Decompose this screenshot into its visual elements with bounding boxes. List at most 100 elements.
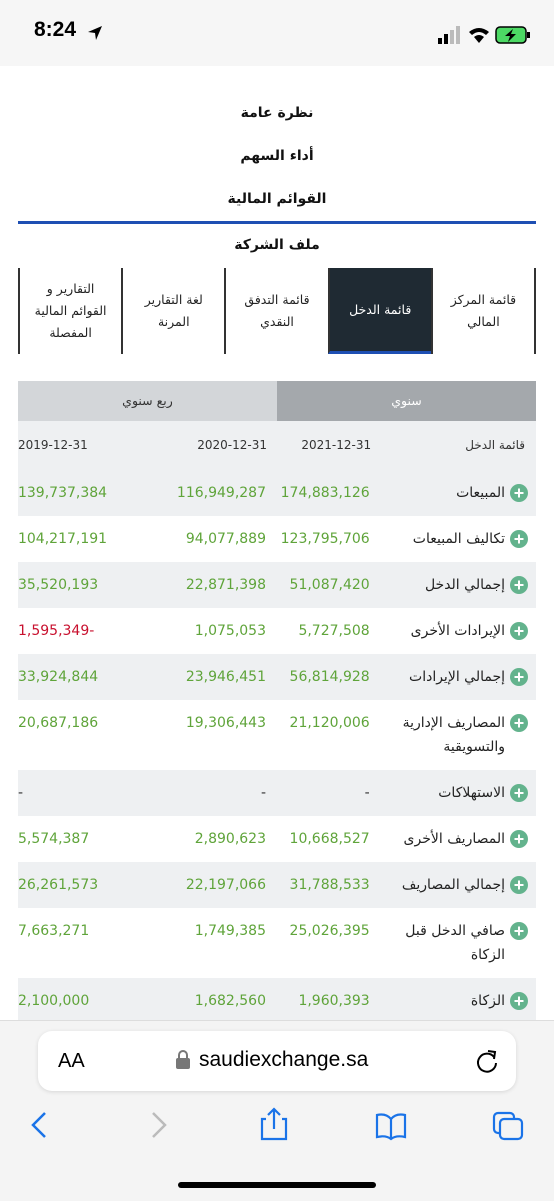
- value-cell: 5,727,508: [298, 623, 370, 639]
- value-cell: 22,197,066: [185, 877, 266, 893]
- value-cell: 23,946,451: [185, 669, 266, 685]
- tabs-button[interactable]: [492, 1111, 524, 1141]
- row-label: الاستهلاكات: [438, 785, 505, 801]
- row-label: إجمالي الدخل: [424, 577, 505, 593]
- column-date: 2019-12-31: [18, 438, 88, 452]
- nav-item[interactable]: أداء السهم: [240, 148, 314, 164]
- row-label: المصاريف الإدارية والتسويقية: [402, 715, 505, 755]
- value-cell: 21,120,006: [289, 715, 370, 731]
- expand-button[interactable]: [510, 622, 528, 640]
- value-cell: 26,261,573: [17, 877, 99, 893]
- expand-button[interactable]: [510, 876, 528, 894]
- tab[interactable]: قائمة التدفق النقدي: [224, 268, 328, 354]
- value-cell: 139,737,384: [17, 485, 108, 501]
- expand-button[interactable]: [510, 484, 528, 502]
- period-option[interactable]: ربع سنوي: [18, 381, 277, 421]
- value-cell: 1,749,385: [194, 923, 266, 939]
- expand-button[interactable]: [510, 784, 528, 802]
- value-cell: 31,788,533: [289, 877, 370, 893]
- text-size-button[interactable]: AA: [58, 1050, 85, 1072]
- share-button[interactable]: [260, 1107, 288, 1141]
- column-date: 2021-12-31: [301, 438, 372, 452]
- nav-item[interactable]: القوائم المالية: [18, 178, 536, 224]
- table-row: المصاريف الأخرى 10,668,527 2,890,623 5,574,…: [18, 816, 536, 862]
- row-label: الإيرادات الأخرى: [410, 623, 505, 639]
- toolbar-icons: [31, 1107, 524, 1188]
- value-cell: 1,595,349-: [17, 623, 95, 639]
- period-toggle: سنوي ربع سنوي: [18, 381, 536, 421]
- lock-icon: [176, 1050, 190, 1069]
- row-label: المبيعات: [456, 485, 505, 501]
- value-cell: 94,077,889: [185, 531, 266, 547]
- reload-button[interactable]: [474, 1048, 500, 1074]
- value-cell: 20,687,186: [17, 715, 99, 731]
- value-cell: 56,814,928: [289, 669, 370, 685]
- status-icons: [438, 26, 530, 44]
- table-row: تكاليف المبيعات 123,795,706 94,077,889 104,…: [18, 516, 536, 562]
- home-indicator: [178, 1182, 376, 1188]
- table-row: إجمالي المصاريف 31,788,533 22,197,066 26,26…: [18, 862, 536, 908]
- table-row: الاستهلاكات - - -: [18, 770, 536, 816]
- row-label: المصاريف الأخرى: [403, 831, 505, 847]
- value-cell: 104,217,191: [17, 531, 108, 547]
- table-header: قائمة الدخل 2021-12-31 2020-12-31 2019-12-3…: [18, 421, 536, 470]
- table-row: صافي الدخل قبل الزكاة 25,026,395 1,749,385…: [18, 908, 536, 978]
- column-date: 2020-12-31: [197, 438, 267, 452]
- statement-tabs: قائمة المركز المالي قائمة الدخل قائمة التد…: [17, 268, 536, 354]
- row-label: تكاليف المبيعات: [412, 531, 505, 547]
- tab[interactable]: لغة التقارير المرنة: [121, 268, 225, 354]
- expand-button[interactable]: [510, 668, 528, 686]
- url[interactable]: saudiexchange.sa: [199, 1048, 369, 1071]
- value-cell: 33,924,844: [17, 669, 99, 685]
- table-row: الإيرادات الأخرى 5,727,508 1,075,053 1,595,…: [18, 608, 536, 654]
- value-cell: 22,871,398: [185, 577, 266, 593]
- table-row: الزكاة 1,960,393 1,682,560 2,100,000: [18, 978, 536, 1024]
- expand-button[interactable]: [510, 530, 528, 548]
- tab[interactable]: قائمة الدخل: [327, 268, 431, 354]
- value-cell: 1,075,053: [194, 623, 266, 639]
- column-title: قائمة الدخل: [465, 438, 525, 452]
- row-label: الزكاة: [470, 993, 505, 1009]
- expand-button[interactable]: [510, 714, 528, 732]
- expand-button[interactable]: [510, 992, 528, 1010]
- value-cell: 116,949,287: [176, 485, 266, 501]
- nav-item[interactable]: نظرة عامة: [240, 105, 314, 121]
- table-row: المصاريف الإدارية والتسويقية 21,120,006 19…: [18, 700, 536, 770]
- back-button[interactable]: [31, 1112, 46, 1138]
- address-bar[interactable]: [38, 1031, 516, 1091]
- value-cell: 51,087,420: [289, 577, 370, 593]
- nav-menu: نظرة عامة أداء السهم القوائم المالية ملف ال…: [18, 92, 536, 267]
- table-row: إجمالي الدخل 51,087,420 22,871,398 35,520,1…: [18, 562, 536, 608]
- forward-button[interactable]: [152, 1112, 167, 1138]
- nav-item[interactable]: ملف الشركة: [234, 237, 320, 253]
- value-cell: 2,100,000: [17, 993, 90, 1009]
- tab[interactable]: قائمة المركز المالي: [430, 268, 536, 354]
- location-icon: [88, 26, 102, 40]
- status-bar: [0, 0, 554, 66]
- expand-button[interactable]: [510, 830, 528, 848]
- clock: 8:24: [34, 18, 77, 41]
- expand-button[interactable]: [510, 922, 528, 940]
- value-cell: -: [364, 785, 370, 801]
- value-cell: 5,574,387: [17, 831, 90, 847]
- value-cell: 10,668,527: [289, 831, 370, 847]
- bookmarks-button[interactable]: [375, 1113, 407, 1141]
- value-cell: 1,960,393: [298, 993, 370, 1009]
- value-cell: 7,663,271: [17, 923, 90, 939]
- value-cell: -: [260, 785, 266, 801]
- value-cell: -: [17, 785, 24, 801]
- value-cell: 25,026,395: [289, 923, 370, 939]
- row-label: إجمالي الإيرادات: [409, 669, 505, 685]
- value-cell: 1,682,560: [194, 993, 266, 1009]
- row-label: صافي الدخل قبل الزكاة: [405, 923, 505, 963]
- value-cell: 19,306,443: [185, 715, 266, 731]
- table-row: إجمالي الإيرادات 56,814,928 23,946,451 33,9…: [18, 654, 536, 700]
- tab[interactable]: التقارير و القوائم المالية المفصلة: [17, 268, 122, 354]
- value-cell: 2,890,623: [194, 831, 266, 847]
- value-cell: 123,795,706: [280, 531, 370, 547]
- value-cell: 35,520,193: [17, 577, 99, 593]
- expand-button[interactable]: [510, 576, 528, 594]
- period-option[interactable]: سنوي: [277, 381, 536, 421]
- value-cell: 174,883,126: [280, 485, 370, 501]
